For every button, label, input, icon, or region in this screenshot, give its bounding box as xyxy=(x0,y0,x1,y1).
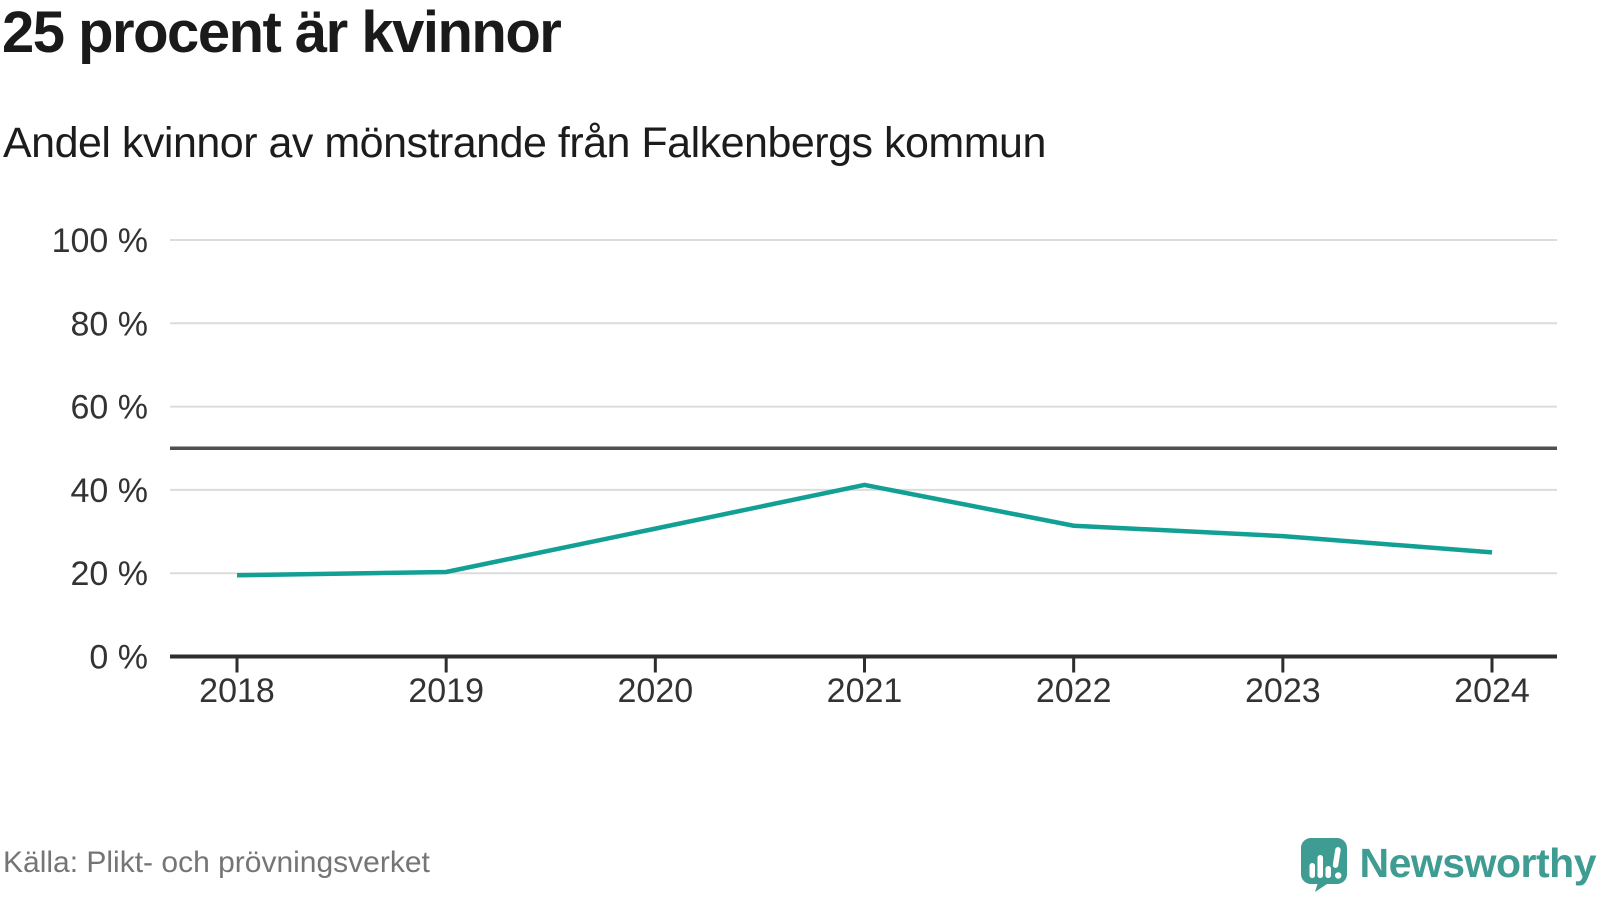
y-tick-label: 40 % xyxy=(71,472,149,510)
x-tick-label: 2020 xyxy=(618,672,694,710)
newsworthy-logo-icon xyxy=(1300,838,1347,892)
bar-icon-large xyxy=(1317,855,1323,878)
x-tick-label: 2024 xyxy=(1454,672,1530,710)
x-tick-label: 2021 xyxy=(827,672,903,710)
bar-icon-small xyxy=(1309,863,1315,878)
x-tick-label: 2023 xyxy=(1245,672,1321,710)
y-tick-label: 20 % xyxy=(71,555,149,593)
newsworthy-logo: Newsworthy xyxy=(1300,836,1597,894)
y-tick-label: 100 % xyxy=(52,222,148,260)
y-tick-label: 0 % xyxy=(89,639,148,677)
brand-name: Newsworthy xyxy=(1359,839,1597,886)
y-tick-label: 80 % xyxy=(71,305,149,343)
x-tick-label: 2022 xyxy=(1036,672,1112,710)
y-tick-label: 60 % xyxy=(71,389,149,427)
bar-icon-medium xyxy=(1325,866,1331,878)
trend-line xyxy=(236,482,1493,578)
speech-bubble-shape xyxy=(1300,838,1347,892)
chart-title: 25 procent är kvinnor xyxy=(2,0,562,65)
x-tick-label: 2018 xyxy=(199,672,275,710)
x-tick-label: 2019 xyxy=(408,672,484,710)
chart-subtitle: Andel kvinnor av mönstrande från Falkenb… xyxy=(3,119,1046,167)
exclamation-stem-icon xyxy=(1332,847,1341,868)
source-note: Källa: Plikt- och prövningsverket xyxy=(3,846,430,879)
exclamation-dot-icon xyxy=(1334,872,1341,879)
